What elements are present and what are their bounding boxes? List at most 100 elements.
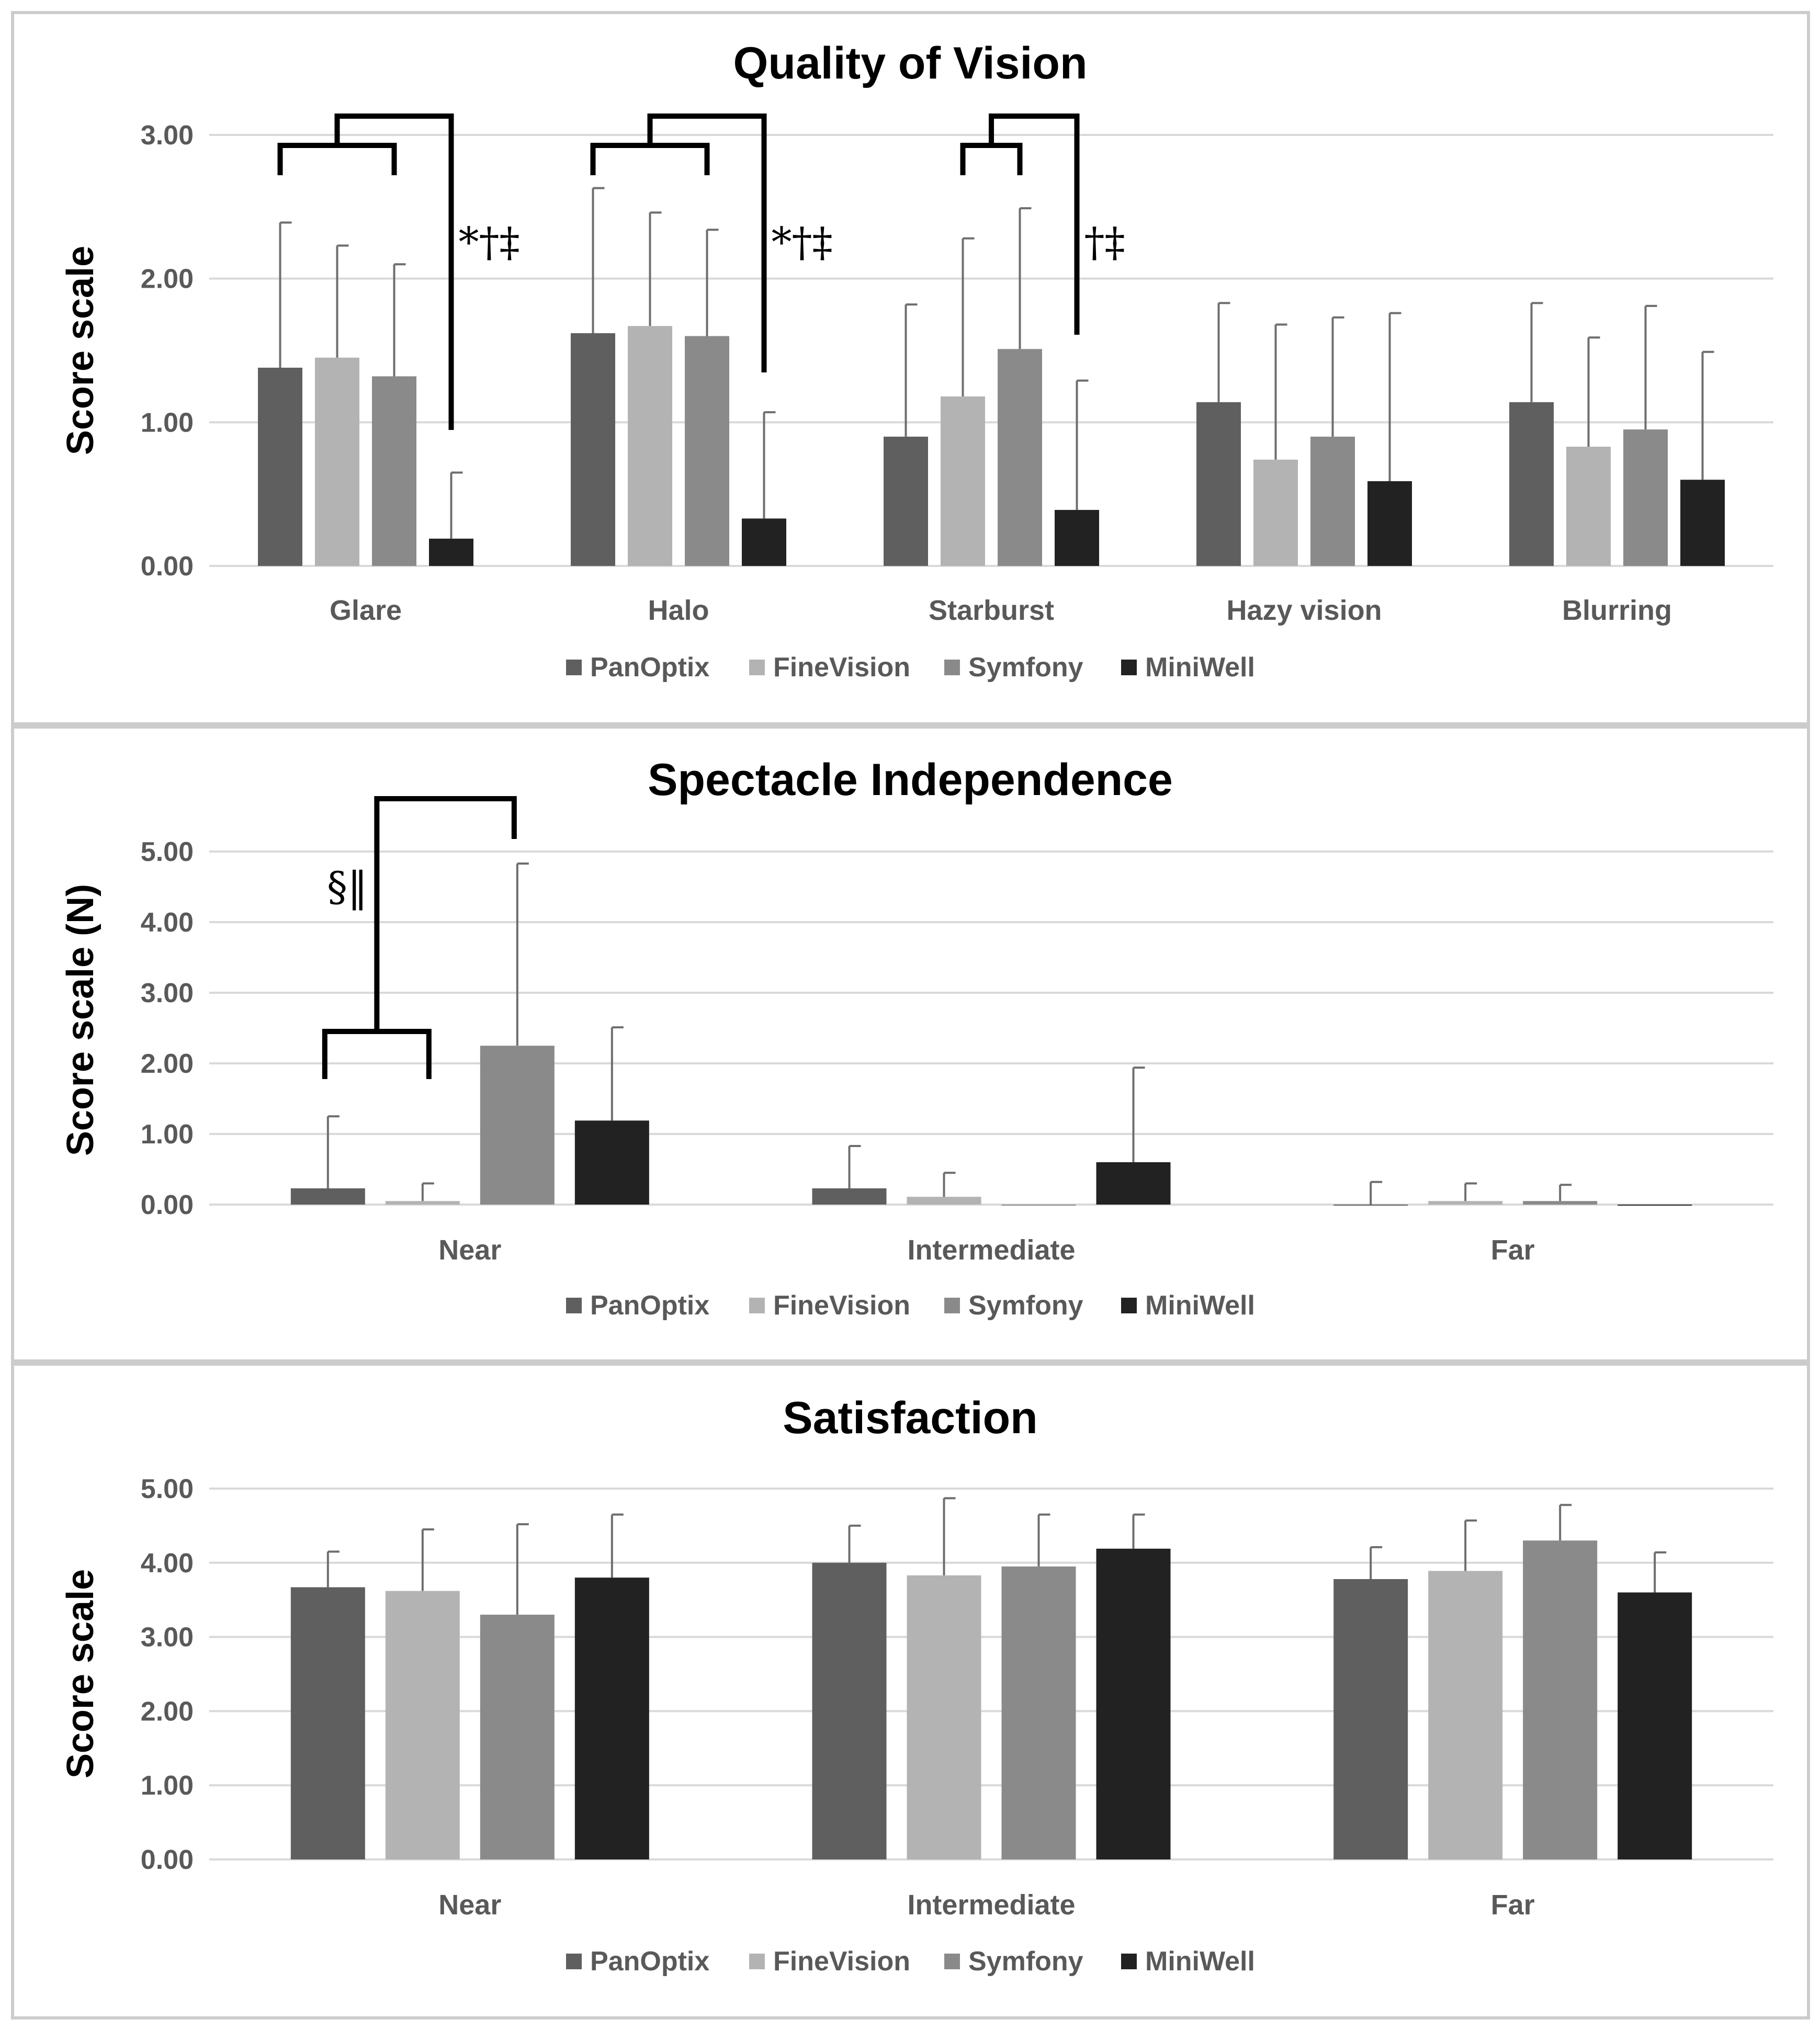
bar-panoptix (290, 1188, 365, 1205)
bars (290, 862, 1692, 1206)
x-category-label: Starburst (929, 595, 1054, 626)
legend-label: Symfony (968, 1946, 1083, 1977)
bar-panoptix (258, 367, 302, 566)
y-tick-label: 1.00 (141, 1771, 194, 1801)
significance-brackets: §‖ (322, 796, 517, 1079)
bar-finevision (1253, 459, 1298, 566)
legend: PanOptix FineVision Symfony MiniWell (566, 1290, 1255, 1321)
bar-panoptix (884, 436, 928, 566)
x-axis-categories: Glare Halo Starburst Hazy vision Blurrin… (330, 595, 1672, 626)
bar-panoptix (1196, 402, 1241, 566)
y-tick-label: 4.00 (141, 907, 194, 938)
significance-bracket (374, 796, 517, 1031)
significance-label: §‖ (327, 864, 368, 911)
x-category-label: Glare (330, 595, 402, 626)
bar-panoptix (1509, 402, 1554, 566)
legend-swatch (944, 660, 960, 675)
panel-title: Quality of Vision (733, 38, 1088, 88)
bar-finevision (628, 326, 672, 566)
y-tick-label: 0.00 (141, 551, 194, 582)
bar-symfony (1523, 1540, 1598, 1859)
legend-item-symfony: Symfony (944, 1290, 1083, 1321)
y-tick-label: 1.00 (141, 1119, 194, 1150)
legend-label: FineVision (773, 1290, 910, 1321)
legend-swatch (1121, 1298, 1137, 1313)
legend-label: PanOptix (590, 652, 709, 683)
y-axis-label: Score scale (60, 246, 101, 455)
y-tick-label: 4.00 (141, 1548, 194, 1579)
legend-label: Symfony (968, 1290, 1083, 1321)
legend-label: FineVision (773, 1946, 910, 1977)
x-axis-categories: Near Intermediate Far (438, 1234, 1534, 1266)
y-axis-ticks: 0.00 1.00 2.00 3.00 4.00 5.00 (141, 1474, 194, 1875)
bar-finevision (385, 1201, 460, 1205)
bars (258, 187, 1725, 566)
bar-finevision (907, 1197, 981, 1205)
bar-finevision (1566, 447, 1611, 566)
bar-miniwell (1096, 1548, 1171, 1859)
x-category-label: Far (1491, 1889, 1535, 1921)
legend-swatch (944, 1298, 960, 1313)
panel-satisfaction: Satisfaction Score scale 0.00 1.00 2.00 … (11, 1363, 1810, 2019)
legend-label: PanOptix (590, 1290, 709, 1321)
bar-panoptix (1333, 1205, 1408, 1206)
legend: PanOptix FineVision Symfony MiniWell (566, 652, 1255, 683)
legend-label: MiniWell (1145, 652, 1255, 683)
gridlines (209, 1488, 1773, 1860)
legend-swatch (944, 1954, 960, 1969)
legend-swatch (749, 1298, 765, 1313)
significance-bracket (334, 114, 454, 430)
legend-item-panoptix: PanOptix (566, 652, 709, 683)
x-category-label: Near (438, 1234, 501, 1266)
bar-panoptix (812, 1562, 887, 1859)
y-tick-label: 2.00 (141, 1049, 194, 1079)
significance-label: *†‡ (772, 219, 833, 266)
significance-bracket (590, 143, 710, 175)
legend-item-symfony: Symfony (944, 1946, 1083, 1977)
y-tick-label: 3.00 (141, 978, 194, 1008)
legend-label: MiniWell (1145, 1946, 1255, 1977)
bar-panoptix (571, 333, 615, 566)
bar-panoptix (812, 1188, 887, 1205)
y-axis-label: Score scale (N) (60, 884, 101, 1156)
legend-label: MiniWell (1145, 1290, 1255, 1321)
bars (290, 1497, 1692, 1859)
bar-finevision (1428, 1201, 1503, 1205)
legend-item-panoptix: PanOptix (566, 1290, 709, 1321)
bar-miniwell (574, 1120, 649, 1205)
bar-symfony (685, 336, 729, 566)
legend-label: Symfony (968, 652, 1083, 683)
x-category-label: Hazy vision (1226, 595, 1382, 626)
bar-miniwell (1680, 480, 1725, 566)
significance-bracket (960, 143, 1023, 175)
bar-finevision (385, 1591, 460, 1859)
significance-label: *†‡ (459, 219, 520, 266)
bar-symfony (1001, 1205, 1076, 1206)
legend-item-miniwell: MiniWell (1121, 652, 1255, 683)
y-axis-label: Score scale (60, 1569, 101, 1778)
panel-border (11, 725, 1810, 1363)
x-category-label: Intermediate (907, 1234, 1075, 1266)
y-tick-label: 5.00 (141, 1474, 194, 1504)
significance-bracket (322, 1029, 432, 1079)
panel-title: Spectacle Independence (648, 755, 1173, 805)
x-category-label: Halo (648, 595, 709, 626)
bar-miniwell (429, 538, 473, 566)
bar-miniwell (574, 1578, 649, 1859)
bar-symfony (1001, 1566, 1076, 1859)
legend-swatch (749, 660, 765, 675)
legend-item-miniwell: MiniWell (1121, 1946, 1255, 1977)
significance-label: †‡ (1084, 219, 1125, 266)
y-tick-label: 0.00 (141, 1845, 194, 1875)
bar-miniwell (1367, 481, 1412, 566)
panel-quality-of-vision: Quality of Vision Score scale 0.00 1.00 … (11, 11, 1810, 725)
bar-finevision (907, 1575, 981, 1859)
y-tick-label: 2.00 (141, 1696, 194, 1727)
panel-border (11, 11, 1810, 725)
y-tick-label: 1.00 (141, 407, 194, 438)
significance-brackets: *†‡ *†‡ †‡ (277, 114, 1125, 430)
bar-miniwell (1618, 1592, 1692, 1859)
bar-miniwell (1096, 1162, 1171, 1205)
x-category-label: Blurring (1562, 595, 1672, 626)
y-tick-label: 0.00 (141, 1190, 194, 1220)
